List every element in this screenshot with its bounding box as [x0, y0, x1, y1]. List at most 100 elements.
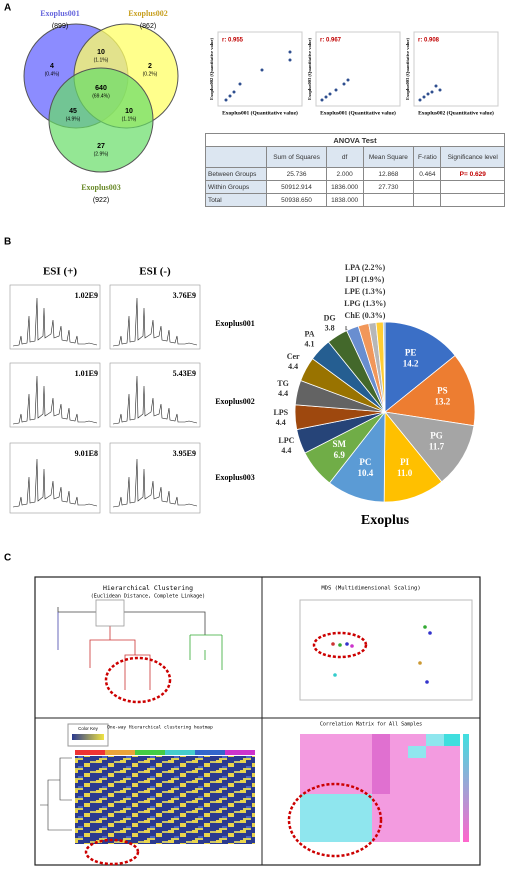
venn-region-percent: (4.9%)	[66, 116, 81, 122]
slice-value: 14.2	[403, 358, 419, 368]
slice-value: 3.8	[325, 323, 335, 332]
scatter-plot: r: 0.967 Exoplus001 (Quantitative value)…	[307, 31, 401, 116]
table-cell	[413, 193, 442, 207]
venn-circle	[48, 67, 154, 173]
x-axis-label: Exoplus001 (Quantitative value)	[222, 109, 298, 116]
venn-region-count: 27	[97, 143, 105, 150]
venn-region-percent: (0.4%)	[45, 71, 60, 77]
y-axis-label: Exoplus002 (Quantitative value)	[209, 38, 214, 101]
slice-value: 4.4	[288, 362, 298, 371]
pie-slice	[382, 321, 386, 413]
column-header: Significance level	[440, 146, 505, 168]
column-header: df	[325, 146, 364, 168]
pie-chart: PE14.2PS13.2PG11.7PI11.0PC10.4SM6.9LPC4.…	[273, 263, 476, 503]
table-cell: 25.736	[266, 167, 327, 181]
table-cell: 50938.650	[266, 193, 327, 207]
scatter-plot: r: 0.955 Exoplus001 (Quantitative value)…	[209, 31, 303, 116]
table-cell	[362, 193, 415, 207]
correlation-matrix	[300, 734, 469, 842]
venn-region-count: 4	[50, 63, 54, 70]
heatmap	[40, 750, 255, 844]
table-title: ANOVA Test	[205, 133, 505, 147]
column-header: F-ratio	[413, 146, 442, 168]
slice-category: LPS	[273, 408, 288, 417]
slice-category: TG	[277, 379, 289, 388]
mds-points	[331, 625, 432, 684]
venn-set-name: Exoplus003	[81, 183, 121, 192]
pie-slice	[384, 321, 456, 413]
subplot-title: Correlation Matrix for All Samples	[320, 722, 422, 728]
correlation-label: r: 0.967	[320, 38, 342, 44]
correlation-label: r: 0.955	[222, 38, 244, 44]
table-cell: 2.000	[325, 167, 364, 181]
mode-label: ESI (+)	[43, 266, 77, 278]
dendrogram	[57, 599, 223, 690]
table-corner	[204, 146, 268, 168]
slice-value: (1.9%)	[361, 275, 385, 284]
venn-region-percent: (0.2%)	[143, 71, 158, 77]
row-header: Total	[204, 193, 268, 207]
table-cell	[440, 180, 505, 194]
scatter-plot: r: 0.908 Exoplus002 (Quantitative value)…	[405, 31, 499, 116]
intensity-label: 9.01E8	[75, 449, 98, 458]
pie-slice	[384, 411, 475, 483]
venn-region-count: 640	[95, 85, 107, 92]
slice-value: 13.2	[434, 397, 450, 407]
intensity-label: 5.43E9	[173, 369, 196, 378]
slice-label: LPA (2.2%)	[345, 263, 386, 272]
highlight	[104, 656, 172, 704]
slice-category: PI	[400, 457, 409, 467]
slice-category: PC	[359, 457, 371, 467]
slice-label: LPI (1.9%)	[346, 275, 385, 284]
table-cell: 12.868	[362, 167, 415, 181]
table-cell	[440, 193, 505, 207]
slice-category: Cer	[287, 352, 300, 361]
venn-set-count: (922)	[93, 197, 109, 204]
slice-label: LPG (1.3%)	[344, 299, 386, 308]
slice-category: PE	[405, 347, 417, 357]
panel-label: A	[4, 3, 11, 14]
subplot-title: One-way Hierarchical clustering heatmap	[107, 725, 213, 731]
color-key-bar	[72, 734, 104, 740]
slice-category: PG	[430, 431, 443, 441]
slice-category: LPE	[345, 287, 361, 296]
slice-category: DG	[324, 313, 336, 322]
sample-label: Exoplus002	[215, 397, 255, 406]
slice-value: 11.7	[429, 442, 445, 452]
table-cell: 50912.914	[266, 180, 327, 194]
venn-region-count: 10	[97, 49, 105, 56]
panel-label: C	[4, 553, 11, 564]
table-cell: 1838.000	[325, 193, 364, 207]
sample-label: Exoplus003	[215, 473, 255, 482]
slice-value: 4.4	[281, 446, 291, 455]
table-cell	[413, 180, 442, 194]
table-cell: P= 0.629	[440, 167, 505, 181]
slice-category: LPA	[345, 263, 361, 272]
venn-set-count: (899)	[52, 23, 68, 30]
x-axis-label: Exoplus002 (Quantitative value)	[418, 109, 494, 116]
venn-region-percent: (2.9%)	[94, 151, 109, 157]
intensity-label: 3.95E9	[173, 449, 196, 458]
highlight	[287, 782, 383, 858]
table-cell: 1836.000	[325, 180, 364, 194]
sample-label: Exoplus001	[215, 319, 255, 328]
venn-region-percent: (69.4%)	[92, 93, 110, 99]
chromatograms	[9, 284, 201, 514]
slice-value: (1.3%)	[362, 287, 386, 296]
intensity-label: 1.02E9	[75, 291, 98, 300]
intensity-label: 1.01E9	[75, 369, 98, 378]
pie-slice	[384, 355, 476, 427]
y-axis-label: Exoplus003 (Quantitative value)	[307, 38, 312, 101]
slice-value: (1.3%)	[363, 299, 387, 308]
column-header: Mean Square	[362, 146, 415, 168]
color-key-label: Color Key	[78, 726, 99, 731]
subplot-title: Hierarchical Clustering	[103, 584, 193, 592]
x-axis-label: Exoplus001 (Quantitative value)	[320, 109, 396, 116]
slice-value: (0.3%)	[362, 311, 386, 320]
slice-value: 11.0	[397, 468, 413, 478]
slice-category: PS	[437, 386, 448, 396]
slice-value: 4.4	[276, 418, 286, 427]
table-cell: 27.730	[362, 180, 415, 194]
venn-set-name: Exoplus001	[40, 9, 80, 18]
